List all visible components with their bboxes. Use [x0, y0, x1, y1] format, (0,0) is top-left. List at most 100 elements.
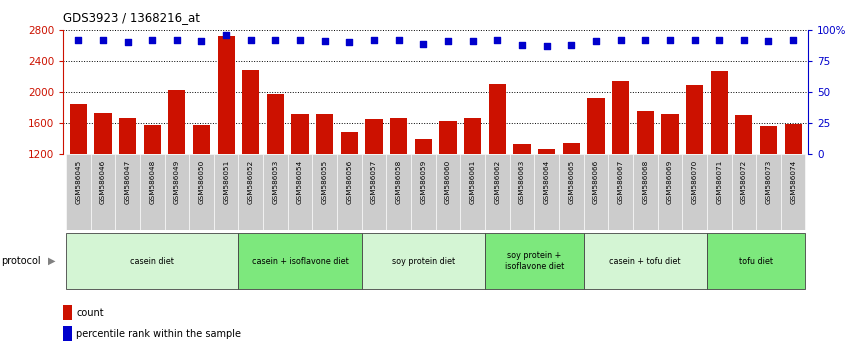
Bar [337, 154, 362, 230]
Point [712, 37, 726, 43]
Point [367, 37, 381, 43]
Text: soy protein +
isoflavone diet: soy protein + isoflavone diet [505, 251, 564, 271]
Bar [411, 154, 436, 230]
Bar [514, 144, 530, 247]
Bar [190, 154, 214, 230]
Text: GSM586058: GSM586058 [396, 160, 402, 204]
Text: GSM586046: GSM586046 [100, 160, 106, 204]
Point [71, 37, 85, 43]
Text: GSM586055: GSM586055 [321, 160, 327, 204]
Bar [140, 154, 164, 230]
Text: GSM586072: GSM586072 [741, 160, 747, 204]
Point [515, 42, 529, 48]
Point [761, 38, 775, 44]
Text: casein diet: casein diet [130, 257, 174, 266]
Bar [69, 104, 87, 247]
Text: GSM586066: GSM586066 [593, 160, 599, 204]
Point [737, 37, 750, 43]
Text: GSM586070: GSM586070 [691, 160, 698, 204]
Bar [657, 154, 682, 230]
Point [614, 37, 628, 43]
Text: GDS3923 / 1368216_at: GDS3923 / 1368216_at [63, 11, 201, 24]
Bar [485, 233, 584, 289]
Text: tofu diet: tofu diet [739, 257, 773, 266]
Bar [707, 233, 805, 289]
Point [416, 41, 430, 46]
Bar [362, 233, 485, 289]
Bar [362, 154, 387, 230]
Text: GSM586068: GSM586068 [642, 160, 648, 204]
Bar [781, 154, 805, 230]
Text: GSM586073: GSM586073 [766, 160, 772, 204]
Text: GSM586061: GSM586061 [470, 160, 475, 204]
Text: GSM586074: GSM586074 [790, 160, 796, 204]
Bar [288, 154, 312, 230]
Bar [63, 305, 72, 320]
Text: GSM586048: GSM586048 [149, 160, 155, 204]
Point [540, 44, 553, 49]
Text: GSM586054: GSM586054 [297, 160, 303, 204]
Bar [239, 154, 263, 230]
Bar [439, 121, 457, 247]
Bar [144, 125, 161, 247]
Point [688, 37, 701, 43]
Bar [686, 85, 703, 247]
Point [195, 38, 208, 44]
Bar [584, 233, 707, 289]
Bar [119, 118, 136, 247]
Bar [266, 95, 284, 247]
Text: GSM586071: GSM586071 [717, 160, 722, 204]
Point [442, 38, 455, 44]
Text: GSM586065: GSM586065 [569, 160, 574, 204]
Text: GSM586050: GSM586050 [199, 160, 205, 204]
Point [244, 37, 257, 43]
Bar [316, 114, 333, 247]
Bar [485, 154, 509, 230]
Text: count: count [76, 308, 104, 318]
Bar [489, 84, 506, 247]
Bar [387, 154, 411, 230]
Bar [193, 125, 210, 247]
Point [170, 37, 184, 43]
Point [294, 37, 307, 43]
Point [491, 37, 504, 43]
Point [392, 37, 405, 43]
Text: GSM586056: GSM586056 [346, 160, 353, 204]
Bar [633, 154, 657, 230]
Point [121, 40, 135, 45]
Bar [707, 154, 732, 230]
Text: GSM586069: GSM586069 [667, 160, 673, 204]
Bar [365, 119, 382, 247]
Bar [535, 154, 559, 230]
Point [146, 37, 159, 43]
Bar [735, 115, 752, 247]
Point [96, 37, 110, 43]
Bar [711, 71, 728, 247]
Bar [415, 139, 432, 247]
Point [318, 38, 332, 44]
Text: GSM586057: GSM586057 [371, 160, 377, 204]
Bar [612, 81, 629, 247]
Bar [436, 154, 460, 230]
Bar [464, 118, 481, 247]
Point [589, 38, 602, 44]
Bar [756, 154, 781, 230]
Point [343, 40, 356, 45]
Bar [760, 126, 777, 247]
Bar [217, 35, 235, 247]
Text: soy protein diet: soy protein diet [392, 257, 455, 266]
Bar [390, 118, 407, 247]
Bar [292, 114, 309, 247]
Text: ▶: ▶ [48, 256, 56, 266]
Text: GSM586051: GSM586051 [223, 160, 229, 204]
Bar [662, 114, 678, 247]
Point [466, 38, 480, 44]
Point [787, 37, 800, 43]
Bar [563, 143, 580, 247]
Point [219, 32, 233, 38]
Bar [312, 154, 337, 230]
Bar [682, 154, 707, 230]
Bar [784, 124, 802, 247]
Text: GSM586053: GSM586053 [272, 160, 278, 204]
Bar [214, 154, 239, 230]
